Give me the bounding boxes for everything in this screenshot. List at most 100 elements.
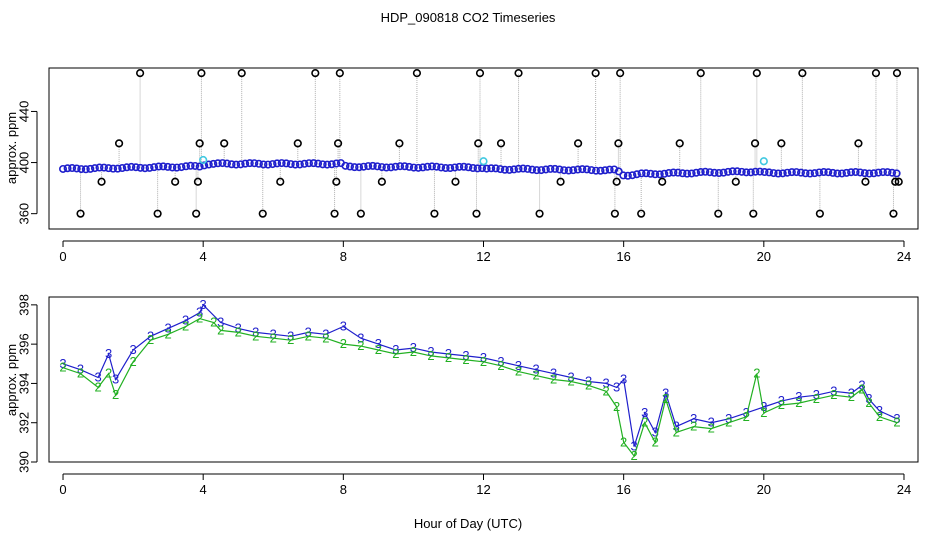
baseline-point (714, 169, 723, 178)
baseline-point (669, 168, 678, 177)
baseline-point (209, 159, 218, 168)
bottom-panel-y-axis: 390 392 394 396 398 (16, 294, 38, 473)
series-line-2 (62, 317, 898, 458)
baseline-point (541, 165, 550, 174)
outlier-point (891, 177, 900, 186)
baseline-point (610, 165, 619, 174)
series-marker-2: 2 (305, 328, 312, 343)
baseline-point (427, 162, 436, 171)
top-x-tick-label: 16 (616, 249, 630, 264)
baseline-point (286, 160, 295, 169)
baseline-point (90, 164, 99, 173)
baseline-point (163, 162, 172, 171)
series-marker-3: 3 (641, 405, 648, 420)
outlier-point (750, 139, 760, 148)
bottom-x-tick-label: 20 (757, 482, 771, 497)
series-marker-2: 2 (613, 399, 620, 414)
series-marker-3: 3 (567, 370, 574, 385)
baseline-point (774, 169, 783, 178)
baseline-point (724, 167, 733, 176)
baseline-point (468, 163, 477, 172)
baseline-point (341, 161, 350, 170)
outlier-point (777, 139, 786, 148)
baseline-point (596, 166, 605, 175)
baseline-point (218, 159, 227, 168)
baseline-point (646, 169, 655, 178)
baseline-point (236, 160, 245, 169)
baseline-point (783, 168, 792, 177)
baseline-point (350, 163, 359, 172)
series-marker-3: 3 (445, 346, 452, 361)
series-marker-3: 3 (613, 379, 620, 394)
outlier-point (153, 209, 162, 218)
top-y-tick-label: 400 (16, 152, 31, 174)
secondary-point (479, 157, 488, 166)
top-y-tick-label: 360 (16, 203, 31, 225)
baseline-point (150, 163, 159, 172)
series-marker-2: 2 (59, 360, 66, 375)
baseline-point (423, 162, 432, 171)
series-marker-3: 3 (620, 372, 627, 387)
baseline-point (860, 169, 869, 178)
baseline-point (304, 159, 313, 168)
series-marker-3: 3 (858, 377, 865, 392)
series-marker-2: 2 (743, 409, 750, 424)
baseline-point (496, 165, 505, 174)
series-marker-3: 3 (725, 411, 732, 426)
baseline-point (109, 164, 118, 173)
outlier-point (496, 139, 506, 148)
series-marker-2: 2 (515, 364, 522, 379)
baseline-point (364, 162, 373, 171)
top-y-tick-label: 440 (16, 101, 31, 123)
series-marker-3: 3 (129, 342, 136, 357)
baseline-point (464, 163, 473, 172)
series-marker-3: 3 (813, 387, 820, 402)
baseline-point (828, 168, 837, 177)
series-marker-2: 2 (641, 415, 648, 430)
baseline-point (450, 163, 459, 172)
baseline-point (851, 168, 860, 177)
series-marker-2: 2 (567, 373, 574, 388)
baseline-point (482, 164, 491, 173)
baseline-point (277, 159, 286, 168)
baseline-point (573, 165, 582, 174)
baseline-point (345, 162, 354, 171)
series-marker-3: 3 (340, 318, 347, 333)
baseline-point (414, 163, 423, 172)
series-marker-3: 3 (147, 328, 154, 343)
series-marker-2: 2 (652, 434, 659, 449)
outlier-point (197, 69, 206, 78)
baseline-point (455, 162, 464, 171)
baseline-point (182, 162, 191, 171)
baseline-point (883, 168, 892, 177)
outlier-point (276, 177, 285, 186)
baseline-point (801, 169, 810, 178)
outlier-point (451, 177, 460, 186)
baseline-point (824, 168, 833, 177)
series-marker-3: 3 (112, 372, 119, 387)
baseline-point (733, 167, 742, 176)
baseline-point (232, 160, 241, 169)
baseline-point (81, 165, 90, 174)
top-panel: 0 4 8 12 16 20 24 360 400 440 approx. ppm (4, 67, 919, 264)
baseline-point (127, 162, 136, 171)
baseline-point (742, 168, 751, 177)
outlier-point (798, 69, 807, 78)
series-marker-3: 3 (270, 326, 277, 341)
baseline-point (141, 164, 150, 173)
baseline-point (259, 160, 268, 169)
baseline-point (878, 168, 887, 177)
series-marker-2: 2 (77, 366, 84, 381)
series-marker-3: 3 (848, 385, 855, 400)
series-marker-2: 2 (620, 434, 627, 449)
baseline-point (396, 162, 405, 171)
baseline-point (327, 160, 336, 169)
baseline-point (632, 170, 641, 179)
outlier-point (330, 209, 339, 218)
outlier-point (192, 209, 201, 218)
baseline-point (186, 161, 195, 170)
series-marker-2: 2 (480, 354, 487, 369)
outlier-point (356, 209, 365, 218)
baseline-point (314, 159, 323, 168)
